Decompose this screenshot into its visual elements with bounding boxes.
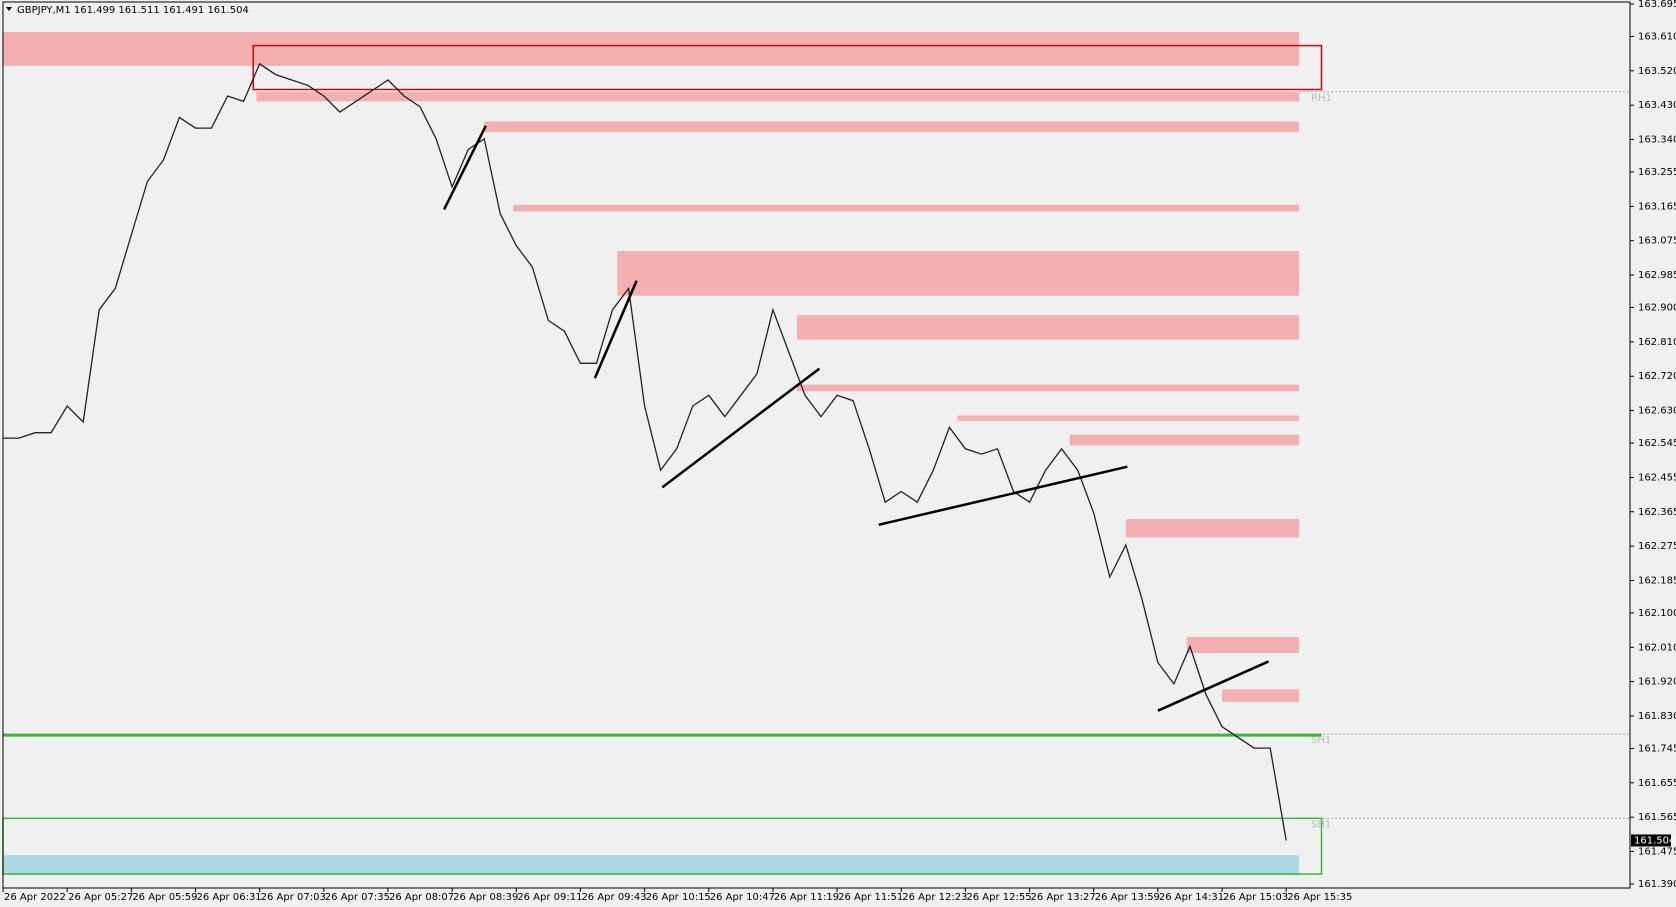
- y-tick-label: 162.985: [1638, 270, 1676, 281]
- x-tick-label: 26 Apr 05:59: [132, 892, 197, 903]
- y-tick-label: 163.075: [1638, 236, 1676, 247]
- zone: [484, 121, 1300, 133]
- zone: [3, 31, 1300, 66]
- zone: [256, 91, 1300, 102]
- x-tick-label: 26 Apr 09:43: [581, 892, 646, 903]
- x-tick-label: 26 Apr 08:07: [389, 892, 454, 903]
- level-label: RH1: [1311, 93, 1332, 104]
- y-tick-label: 163.165: [1638, 201, 1676, 212]
- y-tick-label: 162.100: [1638, 608, 1676, 619]
- y-tick-label: 161.920: [1638, 677, 1676, 688]
- x-tick-label: 26 Apr 11:51: [838, 892, 903, 903]
- x-tick-label: 26 Apr 15:35: [1287, 892, 1352, 903]
- zone: [796, 384, 1300, 392]
- y-tick-label: 161.390: [1638, 879, 1676, 890]
- y-tick-label: 162.545: [1638, 438, 1676, 449]
- y-tick-label: 161.830: [1638, 711, 1676, 722]
- x-tick-label: 26 Apr 06:31: [196, 892, 261, 903]
- y-tick-label: 161.655: [1638, 778, 1676, 789]
- y-tick-label: 163.610: [1638, 31, 1676, 42]
- x-tick-label: 26 Apr 12:55: [966, 892, 1031, 903]
- y-tick-label: 163.255: [1638, 167, 1676, 178]
- y-tick-label: 162.630: [1638, 406, 1676, 417]
- x-tick-label: 26 Apr 07:35: [325, 892, 390, 903]
- y-tick-label: 161.565: [1638, 812, 1676, 823]
- plot-frame: [2, 1, 1631, 889]
- y-tick-label: 163.340: [1638, 135, 1676, 146]
- zone: [617, 251, 1300, 296]
- chart-title: GBPJPY,M1 161.499 161.511 161.491 161.50…: [17, 5, 249, 16]
- y-tick-label: 162.900: [1638, 303, 1676, 314]
- y-tick-label: 162.365: [1638, 507, 1676, 518]
- x-tick-label: 26 Apr 12:23: [902, 892, 967, 903]
- x-tick-label: 26 Apr 09:11: [517, 892, 582, 903]
- trend-line: [442, 125, 487, 210]
- x-tick-label: 26 Apr 11:19: [774, 892, 839, 903]
- x-tick-label: 26 Apr 10:47: [710, 892, 775, 903]
- y-tick-label: 163.520: [1638, 66, 1676, 77]
- y-tick-label: 161.475: [1638, 847, 1676, 858]
- y-tick-label: 162.275: [1638, 541, 1676, 552]
- trend-line: [878, 465, 1128, 526]
- y-tick-label: 163.430: [1638, 100, 1676, 111]
- y-tick-label: 162.010: [1638, 642, 1676, 653]
- current-price-box: [1631, 834, 1671, 847]
- zone: [1069, 434, 1300, 446]
- trend-line: [1157, 660, 1270, 712]
- zone: [957, 415, 1300, 421]
- zone: [513, 204, 1300, 212]
- y-tick-label: 162.185: [1638, 575, 1676, 586]
- zone: [1125, 519, 1300, 538]
- x-tick-label: 26 Apr 08:39: [453, 892, 518, 903]
- zone: [796, 315, 1300, 340]
- y-tick-label: 162.810: [1638, 337, 1676, 348]
- x-tick-label: 26 Apr 13:59: [1095, 892, 1160, 903]
- zone: [1186, 636, 1300, 654]
- y-tick-label: 161.745: [1638, 743, 1676, 754]
- level-label: SH1: [1311, 735, 1331, 746]
- current-price-label: 161.504: [1634, 835, 1675, 846]
- zone: [3, 854, 1300, 875]
- x-tick-label: 26 Apr 2022: [4, 892, 66, 903]
- y-tick-label: 162.455: [1638, 472, 1676, 483]
- box: [252, 44, 1323, 91]
- trend-line: [661, 367, 821, 489]
- x-tick-label: 26 Apr 05:27: [68, 892, 133, 903]
- x-tick-label: 26 Apr 10:15: [646, 892, 711, 903]
- x-tick-label: 26 Apr 14:31: [1159, 892, 1224, 903]
- menu-arrow[interactable]: [6, 7, 12, 11]
- y-tick-label: 163.695: [1638, 0, 1676, 10]
- x-tick-label: 26 Apr 07:03: [261, 892, 326, 903]
- zone: [1222, 689, 1300, 702]
- x-tick-label: 26 Apr 15:03: [1223, 892, 1288, 903]
- price-line: [3, 62, 1287, 841]
- trend-line: [593, 280, 638, 379]
- y-tick-label: 162.720: [1638, 371, 1676, 382]
- x-tick-label: 26 Apr 13:27: [1031, 892, 1096, 903]
